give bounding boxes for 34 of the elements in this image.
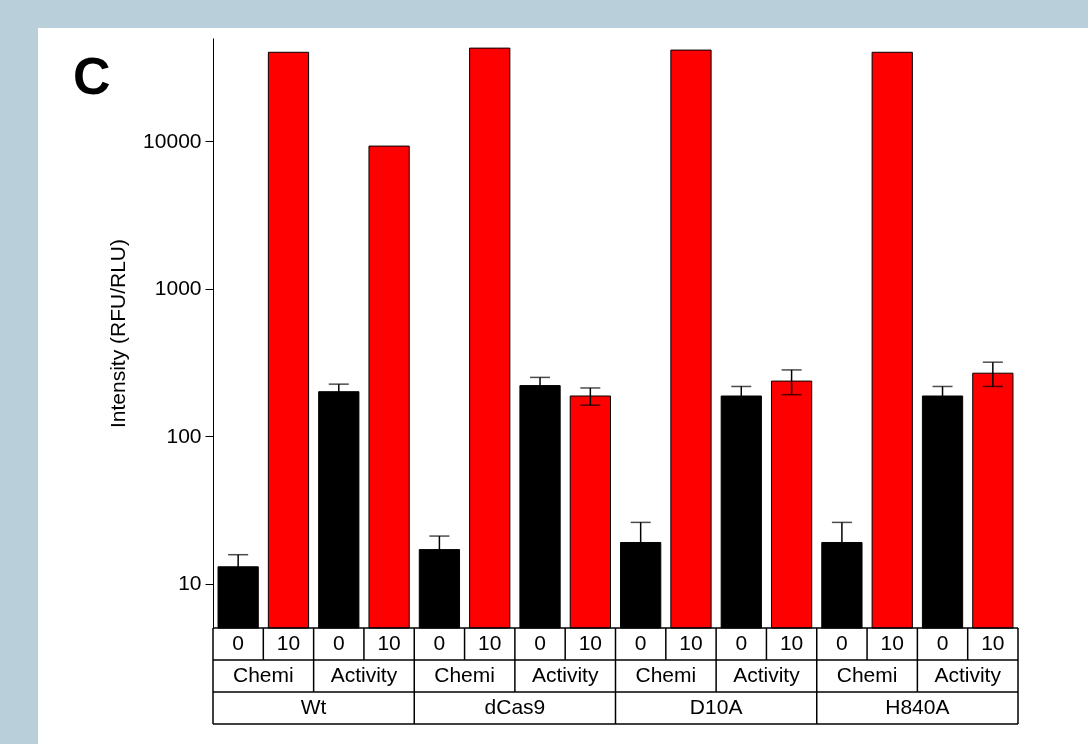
text: Chemi	[635, 663, 697, 686]
x-tick-label: 0	[332, 631, 345, 654]
x-tick-label: 0	[936, 631, 949, 654]
text: Activity	[330, 663, 398, 686]
text: dCas9	[484, 695, 546, 718]
x-tick-label: 0	[634, 631, 647, 654]
x-tick-label: 10	[779, 631, 804, 654]
text: Chemi	[434, 663, 495, 686]
text: Activity	[531, 663, 599, 686]
x-tick-label: 10	[377, 631, 401, 654]
x-tick-label: 10	[578, 631, 603, 654]
x-tick-label: 10	[478, 631, 502, 654]
chart-title: C	[73, 47, 111, 105]
x-tick-label: 10	[880, 631, 904, 654]
text: Chemi	[836, 663, 898, 686]
x-tick-label: 10	[679, 631, 703, 654]
text: Wt	[300, 695, 327, 718]
x-tick-label: 0	[836, 631, 848, 654]
text: Activity	[733, 663, 801, 686]
y-tick-label: 10000	[143, 128, 202, 152]
text: H840A	[885, 695, 950, 718]
text: D10A	[689, 695, 743, 718]
x-tick-label: 0	[232, 631, 244, 654]
y-axis-title: Intensity (RFU/RLU)	[106, 238, 130, 429]
y-tick-label: 10	[178, 571, 202, 595]
x-tick-label: 0	[433, 631, 446, 654]
x-tick-label: 0	[735, 631, 748, 654]
y-tick-label: 100	[166, 423, 202, 447]
y-tick-label: 1000	[154, 276, 202, 300]
x-tick-label: 10	[981, 631, 1005, 654]
text: Chemi	[232, 663, 294, 686]
x-tick-label: 10	[276, 631, 301, 654]
text: Activity	[934, 663, 1002, 686]
x-tick-label: 0	[534, 631, 546, 654]
